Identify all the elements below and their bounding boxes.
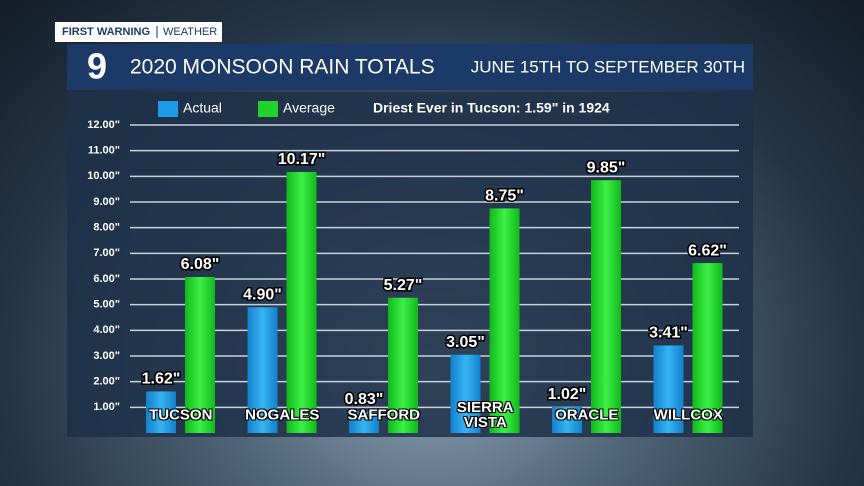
legend-label: Average [283,100,335,116]
bar [591,180,621,433]
y-tick-label: 1.00" [93,401,120,413]
value-label: 10.17" [278,151,326,168]
bar [450,354,481,433]
y-tick-label: 6.00" [93,273,120,285]
bar [388,297,418,433]
y-tick-label: 3.00" [93,350,120,362]
legend-swatch [258,101,278,117]
bar [286,171,317,433]
value-label: 3.41" [649,325,688,342]
x-tick-label: SAFFORD [347,406,421,424]
x-tick-label: WILLCOX [653,406,723,424]
y-tick-label: 9.00" [93,196,120,208]
x-tick-label: SIERRA VISTA [456,399,514,431]
y-tick-label: 11.00" [88,145,120,157]
brand-tag: FIRST WARNING [62,26,150,38]
bar [653,345,684,433]
value-label: 9.85" [587,159,626,176]
value-label: 8.75" [485,188,524,205]
value-label: 0.83" [345,391,384,408]
chart-title: 2020 MONSOON RAIN TOTALS [130,56,435,79]
x-tick-label: TUCSON [149,406,213,424]
annotation: Driest Ever in Tucson: 1.59" in 1924 [373,100,610,116]
bar [692,263,723,433]
x-tick-label: NOGALES [245,406,320,424]
bar [146,391,176,433]
y-tick-label: 5.00" [93,299,120,311]
bar [247,307,278,433]
x-tick-label: ORACLE [555,406,619,424]
value-label: 1.02" [548,386,587,403]
legend-swatch [158,101,178,117]
bar [489,208,520,433]
y-tick-label: 8.00" [93,222,120,234]
y-tick-label: 12.00" [87,119,120,131]
y-tick-label: 4.00" [93,324,120,336]
bar [552,406,582,433]
value-label: 3.05" [446,334,485,351]
y-tick-label: 7.00" [93,247,120,259]
brand-tag-box [55,22,222,42]
logo: 9 [87,46,107,87]
value-label: 5.27" [384,277,423,294]
bar [349,411,379,433]
header-bar [67,44,753,90]
value-label: 6.62" [688,242,727,259]
value-label: 6.08" [181,256,220,273]
brand-section: WEATHER [163,26,217,38]
legend-label: Actual [183,100,222,116]
bar [185,276,215,433]
value-label: 4.90" [243,286,282,303]
chart-subtitle: JUNE 15TH TO SEPTEMBER 30TH [471,57,745,76]
value-label: 1.62" [142,371,181,388]
y-tick-label: 10.00" [87,170,120,182]
y-tick-label: 2.00" [93,376,120,388]
